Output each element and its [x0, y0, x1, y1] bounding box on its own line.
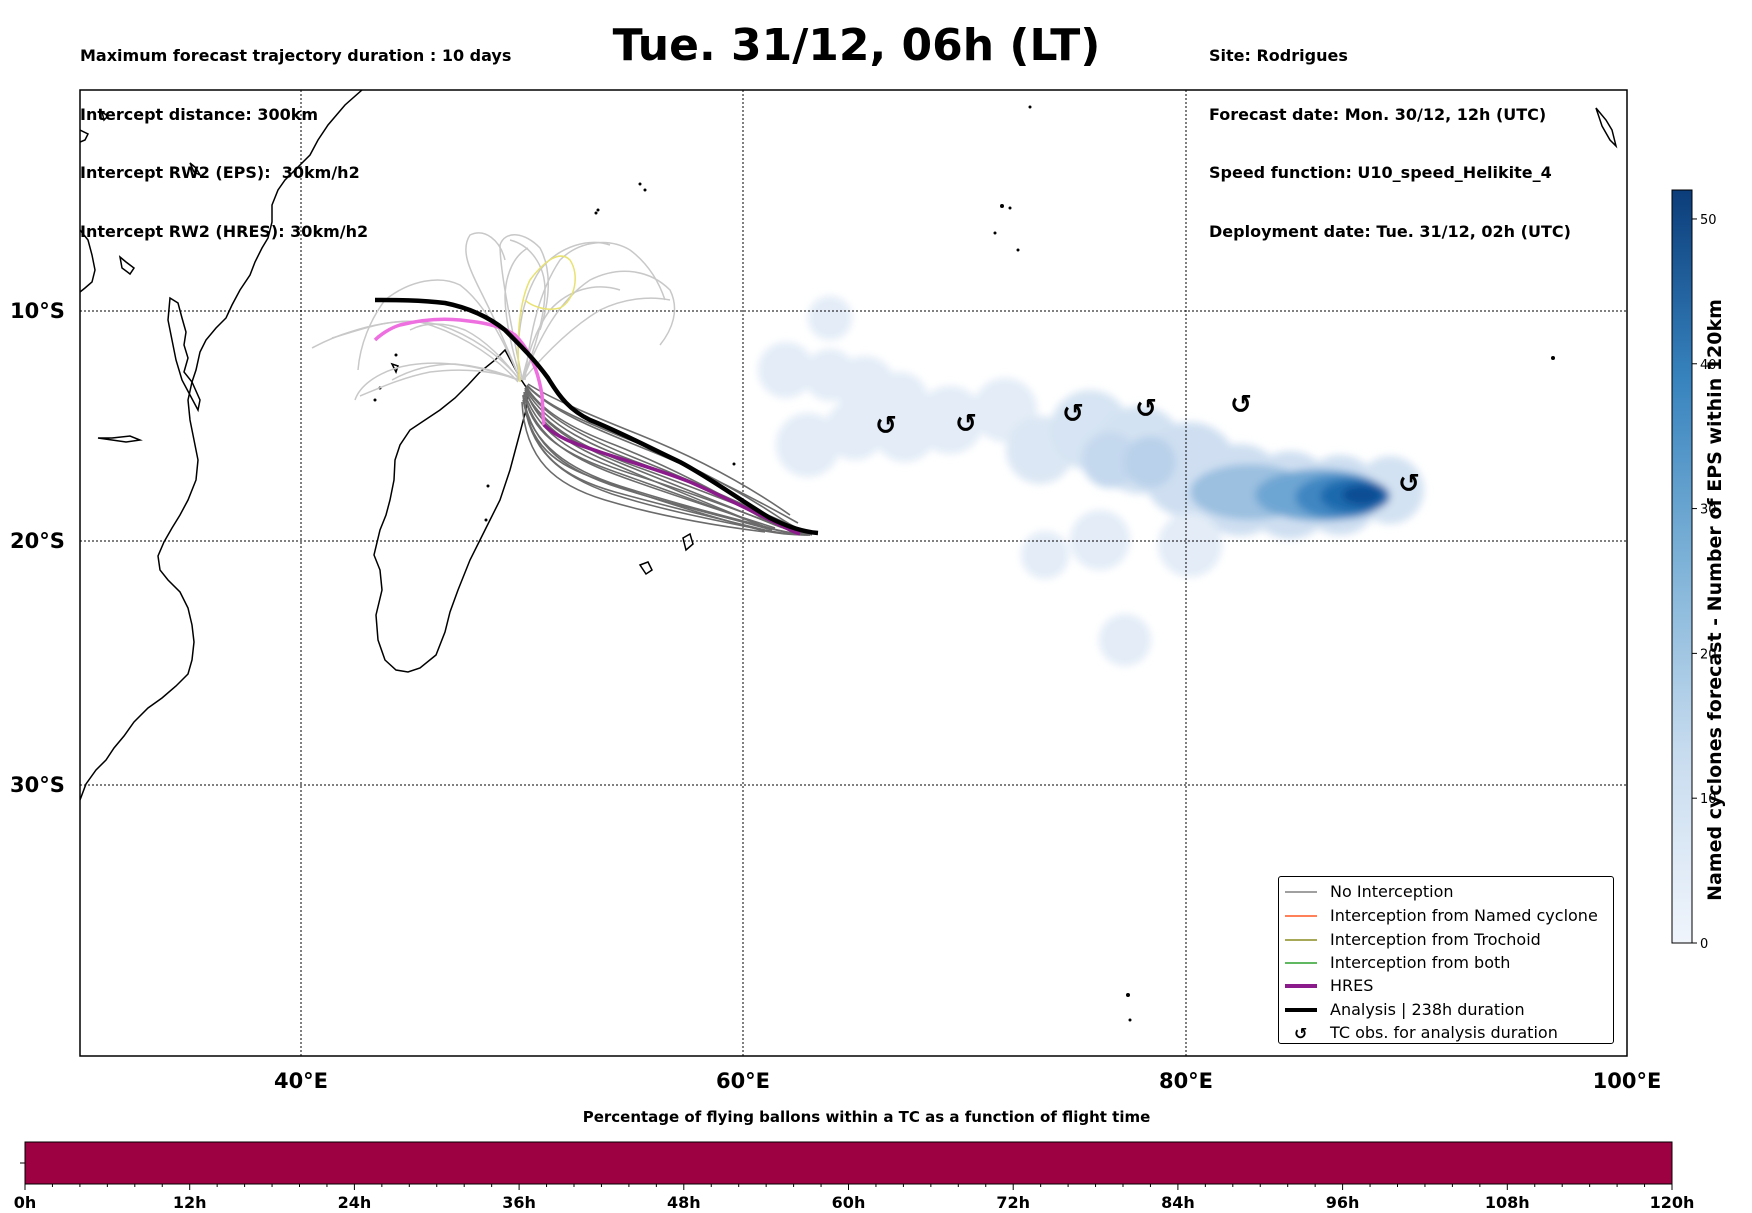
tc-obs-marker: ↺	[1135, 394, 1157, 424]
cyclone-density-field	[758, 296, 1424, 666]
svg-text:↺: ↺	[1294, 1024, 1307, 1043]
density-colorbar-fill	[1671, 189, 1693, 944]
tc-obs-marker: ↺	[875, 411, 897, 441]
density-colorbar-tick-label: 30	[1700, 503, 1717, 518]
hres-track-pink	[373, 317, 546, 426]
map-frame	[79, 89, 1628, 1057]
flight-time-colorbar-title: Percentage of flying ballons within a TC…	[582, 1108, 1151, 1126]
tc-obs-marker: ↺	[1398, 469, 1420, 499]
small-islands	[373, 105, 1555, 1022]
legend-swatch	[1285, 891, 1317, 893]
tc-obs-marker: ↺	[1062, 399, 1084, 429]
legend-swatch	[1285, 962, 1317, 964]
page-title: Tue. 31/12, 06h (LT)	[612, 20, 1101, 71]
info-line-intercept-distance: Intercept distance: 300km	[80, 104, 319, 124]
legend-label: HRES	[1330, 976, 1374, 995]
lon-tick-label: 40°E	[274, 1069, 328, 1093]
coastlines	[80, 90, 1618, 801]
legend-swatch	[1285, 1008, 1317, 1012]
flight-time-colorbar: 0h 12h 24h 36h 48h 60h 72h 84h 96h 108h 120h	[14, 1141, 1695, 1212]
legend-swatch: ↺	[1294, 1024, 1307, 1043]
flight-time-colorbar-ticks: 0h 12h 24h 36h 48h 60h 72h 84h 96h 108h 120h	[14, 1184, 1695, 1212]
map-area: ↺ ↺ ↺ ↺ ↺ ↺	[80, 90, 1627, 1056]
map-axis-labels: 40°E 60°E 80°E 100°E 10°S 20°S 30°S	[10, 299, 1661, 1093]
info-line-duration: Maximum forecast trajectory duration : 1…	[80, 46, 512, 65]
lat-tick-label: 30°S	[10, 773, 65, 797]
ensemble-trajectories-dark	[521, 383, 813, 536]
flight-time-colorbar-fill	[24, 1141, 1673, 1185]
info-line-speed-function: Speed function: U10_speed_Helikite_4	[1209, 163, 1552, 182]
lat-tick-label: 10°S	[10, 299, 65, 323]
lon-tick-label: 60°E	[716, 1069, 770, 1093]
legend-label: Analysis | 238h duration	[1330, 1000, 1525, 1019]
forecast-parameters: Maximum forecast trajectory duration : 1…	[80, 7, 511, 261]
lon-tick-label: 80°E	[1159, 1069, 1213, 1093]
flight-time-colorbar-tick-label: 24h	[338, 1193, 372, 1212]
density-colorbar-tick-label: 50	[1700, 213, 1717, 228]
tc-observations: ↺ ↺ ↺ ↺ ↺ ↺	[875, 390, 1420, 499]
site-parameters: Site: Rodrigues Forecast date: Mon. 30/1…	[1209, 7, 1571, 261]
density-colorbar-tick-label: 40	[1700, 358, 1717, 373]
flight-time-colorbar-tick-label: 120h	[1650, 1193, 1695, 1212]
legend-swatch	[1285, 915, 1317, 917]
flight-time-colorbar-tick-label: 12h	[173, 1193, 207, 1212]
legend-label: Interception from Trochoid	[1330, 930, 1541, 949]
density-colorbar-label-text: Named cyclones forecast - Number of EPS …	[1704, 299, 1726, 901]
info-line-rw2-hres: Intercept RW2 (HRES): 30km/h2	[80, 221, 369, 241]
flight-time-colorbar-tick-label: 36h	[502, 1193, 536, 1212]
legend-swatch	[1285, 939, 1317, 941]
flight-time-colorbar-tick-label: 84h	[1161, 1193, 1195, 1212]
lon-tick-label: 100°E	[1593, 1069, 1662, 1093]
trochoid-trajectory	[517, 255, 576, 383]
map-gridlines	[80, 90, 1627, 1056]
flight-time-colorbar-tick-label: 72h	[996, 1193, 1030, 1212]
map-legend: No Interception Interception from Named …	[1278, 876, 1614, 1044]
analysis-track	[374, 297, 819, 536]
legend-swatch	[1285, 984, 1317, 988]
tc-obs-marker: ↺	[1230, 390, 1252, 420]
info-line-rw2-eps: Intercept RW2 (EPS): 30km/h2	[80, 163, 360, 182]
density-colorbar-ticks: 0 10 20 30 40 50	[1692, 213, 1717, 952]
flight-time-colorbar-tick-label: 96h	[1326, 1193, 1360, 1212]
info-line-forecast-date: Forecast date: Mon. 30/12, 12h (UTC)	[1209, 104, 1547, 124]
density-colorbar-tick-label: 20	[1700, 647, 1717, 662]
legend-label: TC obs. for analysis duration	[1330, 1023, 1558, 1042]
info-line-site: Site: Rodrigues	[1209, 46, 1348, 65]
flight-time-colorbar-tick-label: 60h	[832, 1193, 866, 1212]
flight-time-colorbar-tick-label: 48h	[667, 1193, 701, 1212]
legend-label: No Interception	[1330, 882, 1454, 901]
legend-label: Interception from both	[1330, 953, 1511, 972]
tc-obs-marker: ↺	[955, 409, 977, 439]
legend-label: Interception from Named cyclone	[1330, 906, 1598, 925]
flight-time-colorbar-tick-label: 108h	[1485, 1193, 1530, 1212]
density-colorbar-tick-label: 0	[1700, 937, 1708, 952]
ensemble-trajectories-light	[311, 232, 676, 401]
info-line-deployment-date: Deployment date: Tue. 31/12, 02h (UTC)	[1209, 221, 1571, 241]
lat-tick-label: 20°S	[10, 529, 65, 553]
density-colorbar: 0 10 20 30 40 50	[1671, 189, 1717, 952]
hres-track	[542, 423, 801, 536]
flight-time-colorbar-tick-label: 0h	[14, 1193, 37, 1212]
density-colorbar-tick-label: 10	[1700, 792, 1717, 807]
